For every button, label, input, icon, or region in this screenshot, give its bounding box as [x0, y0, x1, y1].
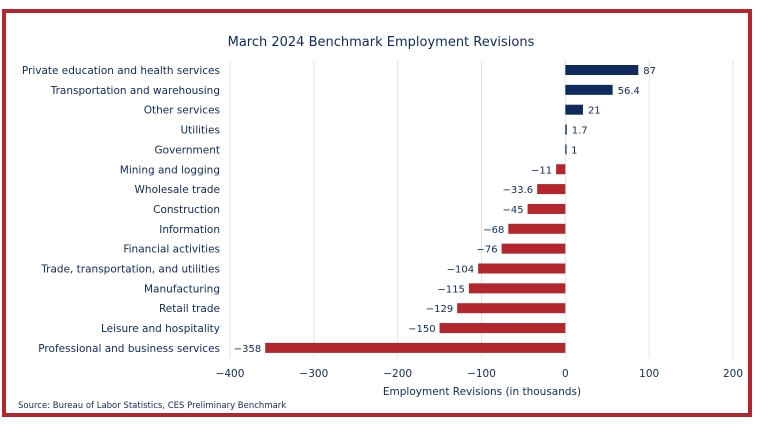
- chart-title: March 2024 Benchmark Employment Revision…: [228, 35, 535, 50]
- value-label: −358: [234, 344, 261, 355]
- bar: [457, 303, 566, 314]
- x-tick-label: 100: [639, 368, 659, 380]
- value-label: 87: [643, 66, 656, 77]
- source-note: Source: Bureau of Labor Statistics, CES …: [18, 401, 286, 411]
- value-label: −11: [531, 165, 552, 176]
- value-label: 56.4: [618, 86, 640, 97]
- value-label: −104: [447, 265, 474, 276]
- x-tick-label: −300: [299, 368, 328, 380]
- bar: [265, 342, 566, 353]
- category-label: Information: [159, 224, 220, 236]
- category-label: Financial activities: [123, 244, 220, 256]
- bar: [556, 164, 566, 175]
- value-label: 1: [571, 145, 577, 156]
- bar: [565, 65, 639, 75]
- category-label: Trade, transportation, and utilities: [40, 264, 220, 276]
- x-axis-label: Employment Revisions (in thousands): [383, 386, 581, 398]
- value-label: 21: [588, 106, 601, 117]
- category-label: Other services: [144, 105, 220, 117]
- bar: [537, 184, 566, 195]
- value-label: −45: [502, 205, 523, 216]
- category-label: Retail trade: [159, 303, 220, 315]
- bar: [565, 104, 583, 115]
- bar: [508, 223, 566, 234]
- bar: [527, 203, 566, 214]
- category-label: Manufacturing: [144, 283, 220, 295]
- category-label: Professional and business services: [38, 343, 220, 355]
- value-label: −150: [408, 324, 435, 335]
- x-tick-label: 200: [723, 368, 743, 380]
- value-label: 1.7: [572, 126, 588, 137]
- x-tick-label: −200: [383, 368, 412, 380]
- bar: [565, 144, 567, 155]
- x-tick-label: −100: [467, 368, 496, 380]
- category-label: Wholesale trade: [135, 184, 220, 196]
- x-tick-label: 0: [562, 368, 569, 380]
- category-label: Transportation and warehousing: [50, 85, 220, 97]
- value-label: −76: [477, 245, 498, 256]
- category-label: Private education and health services: [22, 65, 220, 77]
- category-label: Utilities: [180, 125, 220, 137]
- x-tick-label: −400: [216, 368, 245, 380]
- gridlines: [229, 60, 734, 358]
- bar: [439, 323, 566, 334]
- value-label: −129: [426, 304, 453, 315]
- bar: [501, 243, 566, 254]
- category-label: Construction: [153, 204, 220, 216]
- category-label: Government: [155, 144, 220, 156]
- bars: [265, 65, 639, 353]
- value-label: −68: [483, 225, 504, 236]
- value-label: −33.6: [503, 185, 534, 196]
- category-labels: Private education and health services Tra…: [22, 65, 220, 355]
- bar: [565, 84, 613, 95]
- bar: [565, 124, 567, 135]
- value-label: −115: [437, 284, 464, 295]
- x-axis-ticks: −400 −300 −200 −100 0 100 200: [216, 368, 743, 380]
- bar: [478, 263, 566, 274]
- bar: [468, 283, 566, 294]
- category-label: Leisure and hospitality: [101, 323, 220, 335]
- category-label: Mining and logging: [120, 164, 220, 176]
